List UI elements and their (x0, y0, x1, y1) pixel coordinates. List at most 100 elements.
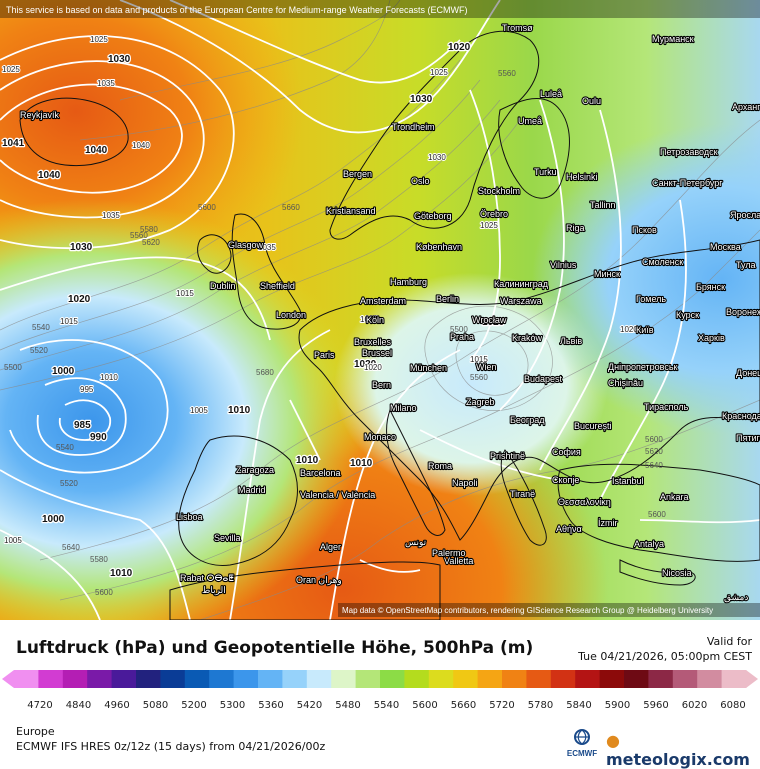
pressure-label: 1015 (360, 315, 378, 324)
pressure-label: 995 (80, 385, 94, 394)
city-label: Θεσσαλονίκη (558, 497, 611, 507)
city-label: Reykjavík (20, 110, 60, 120)
city-label: București (574, 421, 612, 431)
city-label: تونس (405, 537, 427, 548)
legend-panel (0, 620, 760, 760)
ecmwf-text: ECMWF (566, 749, 598, 758)
height-contours (0, 0, 760, 620)
colorbar-segment (428, 670, 454, 688)
pressure-label: 1000 (42, 514, 65, 525)
city-label: Nicosia (662, 568, 692, 578)
colorbar-segment (526, 670, 552, 688)
city-label: Napoli (452, 478, 478, 488)
city-label: Chișinău (608, 378, 643, 388)
pressure-label: 1010 (296, 455, 319, 466)
credit-bar (338, 603, 760, 617)
city-label: Петрозаводск (660, 147, 718, 157)
city-label: Valencia / València (300, 490, 375, 500)
city-label: Харків (698, 333, 725, 343)
city-label: Helsinki (566, 172, 598, 182)
city-label: Тирасполь (644, 402, 689, 412)
city-label: Bern (372, 380, 391, 390)
colorbar-segment (599, 670, 625, 688)
colorbar-tick-label: 5780 (528, 700, 553, 711)
pressure-label: 1035 (258, 243, 276, 252)
city-label: Rabat ⵔⴱⴰⵟ (180, 573, 234, 583)
height-label: 5600 (95, 588, 113, 597)
height-label: 5600 (645, 435, 663, 444)
colorbar-segment (136, 670, 161, 688)
city-label: Bruxelles (354, 337, 392, 347)
colorbar-segment (672, 670, 698, 688)
pressure-label: 1015 (60, 317, 78, 326)
city-label: Донецьк (736, 368, 760, 378)
colorbar-segment (38, 670, 64, 688)
colorbar-tick-label: 5660 (451, 700, 476, 711)
colorbar-tick-label: 5900 (605, 700, 630, 711)
city-label: Örebro (480, 209, 508, 219)
city-label: London (276, 310, 306, 320)
pressure-label: 1025 (2, 65, 20, 74)
pressure-label: 1015 (176, 289, 194, 298)
city-label: Praha (450, 332, 474, 342)
pressure-label: 1000 (52, 366, 75, 377)
city-label: Riga (566, 223, 585, 233)
city-label: Prishtinë (490, 451, 525, 461)
pressure-label: 1040 (85, 145, 108, 156)
city-label: Milano (390, 403, 417, 413)
colorbar-segment (648, 670, 674, 688)
city-label: Oslo (411, 176, 430, 186)
city-label: Ankara (660, 492, 689, 502)
city-label: Воронеж (726, 307, 760, 317)
city-label: Stockholm (478, 186, 520, 196)
notice-bar (0, 0, 760, 18)
meteologix-logo[interactable]: ● meteologix.com (606, 731, 760, 769)
colorbar-segment (697, 670, 723, 688)
city-label: Тула (736, 260, 756, 270)
city-label: Göteborg (414, 211, 452, 221)
city-label: Минск (594, 269, 620, 279)
pressure-labels: 1025 1030 1035 1040 1041 1040 1040 1035 … (1, 34, 640, 580)
city-label: Köln (366, 315, 384, 325)
pressure-label: 1010 (110, 568, 133, 579)
colorbar-segment (282, 670, 308, 688)
colorbar-arrow-right (746, 670, 758, 688)
height-label: 5520 (30, 346, 48, 355)
city-label: Bergen (343, 169, 372, 179)
city-label: Tiranë (510, 489, 535, 499)
pressure-label: 1010 (350, 458, 373, 469)
city-label: Смоленск (642, 257, 683, 267)
city-label: Luleå (540, 89, 562, 99)
ecmwf-notice: This service is based on data and produc… (6, 5, 468, 15)
pressure-label: 1025 (480, 221, 498, 230)
city-label: Budapest (524, 374, 563, 384)
height-label: 5680 (256, 368, 274, 377)
city-label: Москва (710, 242, 741, 252)
city-labels: Reykjavík Tromsø Мурманск Luleå Oulu Арх… (19, 22, 760, 604)
colorbar-tick-label: 6020 (682, 700, 707, 711)
city-label: Valletta (444, 556, 473, 566)
ecmwf-logo: ECMWF (562, 728, 602, 758)
colorbar-segment (306, 670, 332, 688)
city-label: Київ (636, 325, 654, 335)
height-label: 5560 (498, 69, 516, 78)
colorbar-tick-label: 5420 (297, 700, 322, 711)
city-label: Мурманск (652, 34, 694, 44)
city-label: Калининград (494, 279, 549, 289)
pressure-label: 985 (74, 420, 91, 431)
city-label: Пятигорск (736, 433, 760, 443)
colorbar-arrow-left (2, 670, 14, 688)
city-label: Ярославль (730, 210, 760, 220)
pressure-label: 1020 (448, 42, 471, 53)
colorbar-tick-label: 5960 (643, 700, 668, 711)
city-label: Warszawa (500, 296, 542, 306)
height-label: 5600 (198, 203, 216, 212)
colorbar-tick-label: 5200 (181, 700, 206, 711)
pressure-label: 1041 (2, 138, 25, 149)
city-label: Псков (632, 225, 657, 235)
city-label: Paris (314, 350, 335, 360)
height-label: 5580 (90, 555, 108, 564)
valid-time-block: Valid for Tue 04/21/2026, 05:00pm CEST (578, 634, 752, 664)
pressure-label: 1025 (90, 35, 108, 44)
colorbar-segment (550, 670, 576, 688)
